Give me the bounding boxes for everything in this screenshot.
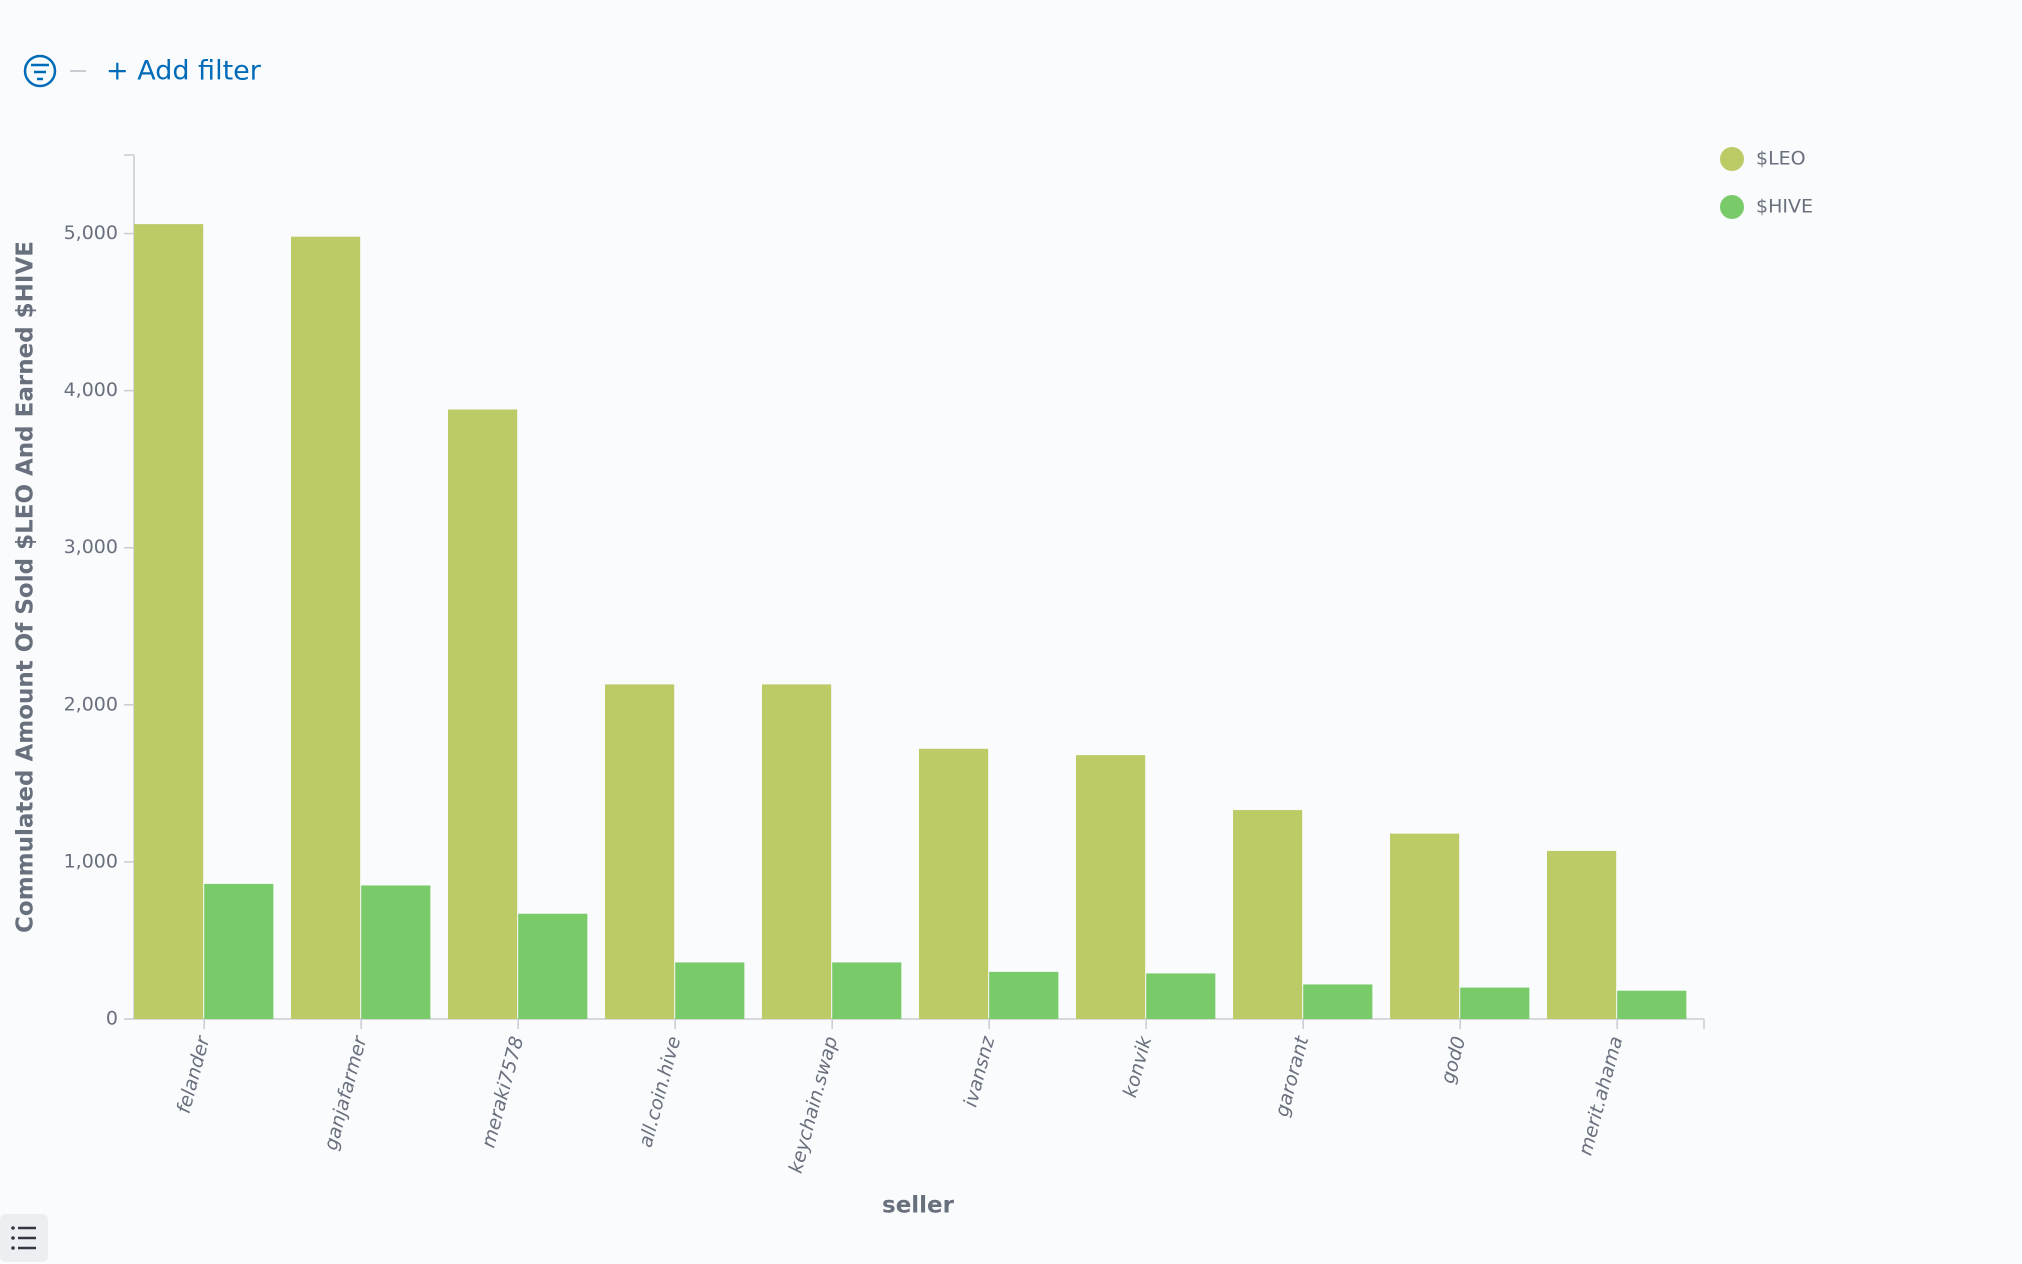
y-tick-label: 4,000 — [64, 379, 118, 401]
legend-label[interactable]: $HIVE — [1756, 196, 1813, 218]
bar — [989, 971, 1059, 1019]
legend-marker — [1720, 195, 1744, 219]
bar — [518, 913, 588, 1019]
bar — [1303, 984, 1373, 1019]
y-tick-label: 2,000 — [64, 693, 118, 715]
add-filter[interactable]: + Add filter — [106, 56, 262, 87]
bar — [448, 409, 518, 1019]
bar — [361, 885, 431, 1019]
bar — [1076, 755, 1146, 1019]
filter-icon[interactable] — [23, 54, 57, 88]
bar — [1233, 810, 1303, 1019]
bar — [134, 224, 204, 1019]
bar — [1146, 973, 1216, 1019]
bar — [1460, 987, 1530, 1019]
bar — [1547, 850, 1617, 1019]
bar — [675, 962, 745, 1019]
y-tick-label: 1,000 — [64, 850, 118, 872]
bar — [204, 883, 274, 1019]
y-tick-label: 5,000 — [64, 222, 118, 244]
legend-label[interactable]: $LEO — [1756, 148, 1806, 170]
y-tick-label: 0 — [106, 1008, 118, 1030]
legend-marker — [1720, 147, 1744, 171]
y-tick-label: 3,000 — [64, 536, 118, 558]
bar — [291, 236, 361, 1020]
y-axis-title: Commulated Amount Of Sold $LEO And Earne… — [13, 241, 39, 933]
bar — [1617, 990, 1687, 1019]
bar — [919, 748, 989, 1019]
bar — [762, 684, 832, 1019]
bar — [832, 962, 902, 1019]
bar — [605, 684, 675, 1019]
bar — [1390, 833, 1460, 1019]
x-axis-title: seller — [882, 1193, 955, 1219]
list-button[interactable] — [0, 1214, 48, 1262]
